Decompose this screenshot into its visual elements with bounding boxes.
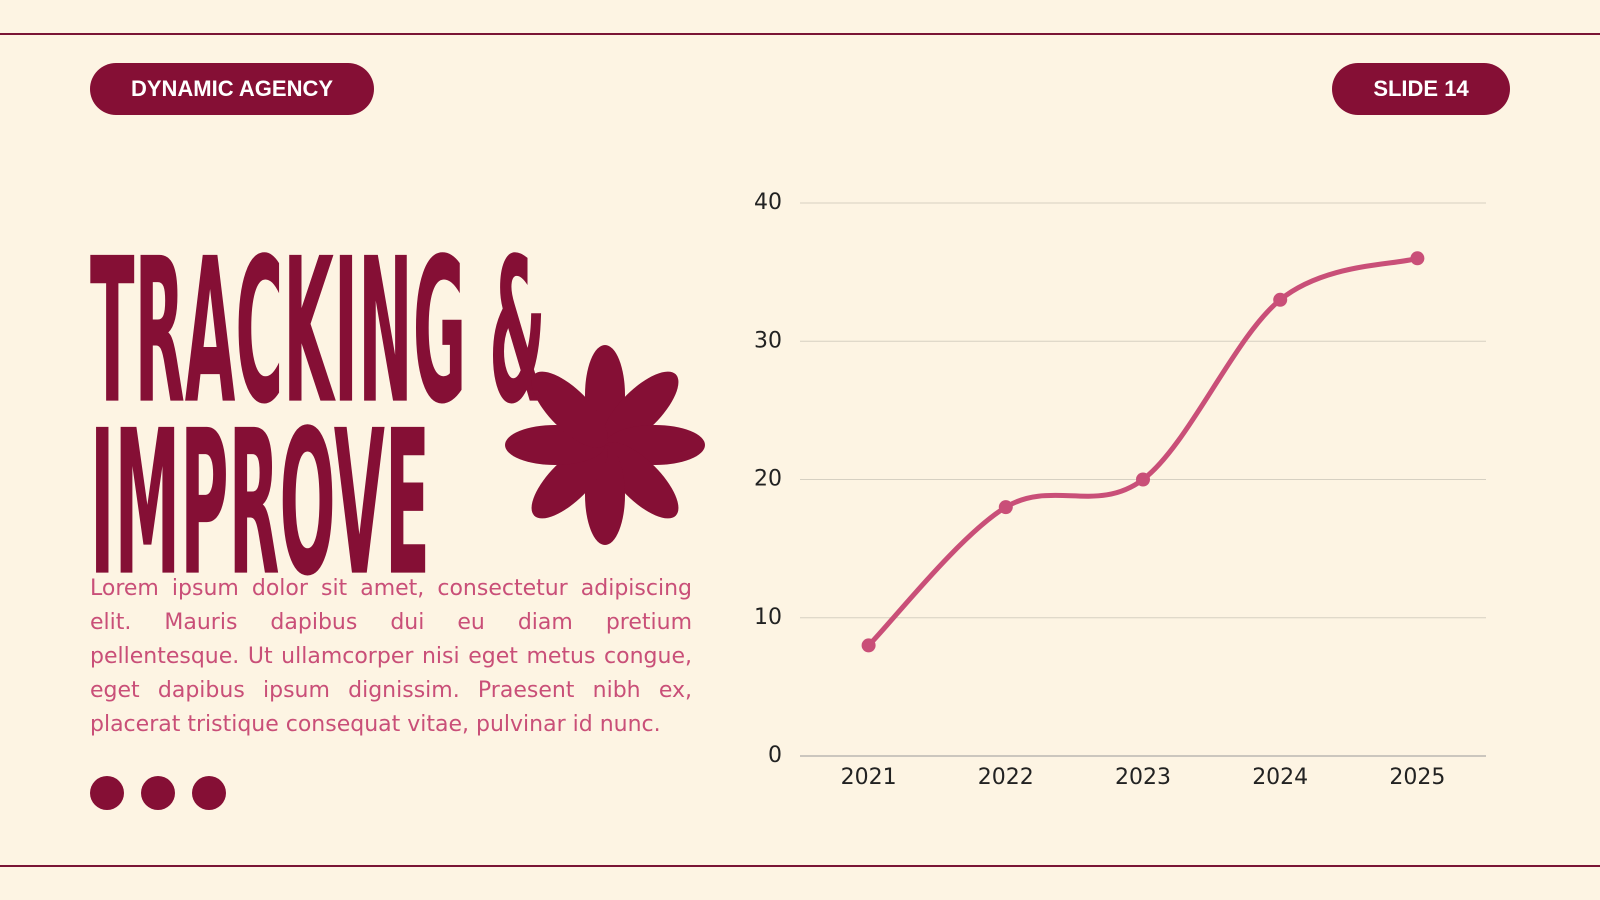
x-tick-label: 2024 [1252,765,1308,790]
y-tick-label: 0 [768,743,782,768]
point [1136,472,1150,487]
point [861,638,876,653]
y-tick-label: 30 [754,328,782,353]
x-tick-label: 2022 [978,765,1034,790]
brand: DYNAMIC AGENCY [131,76,333,101]
brand-pill [90,63,374,115]
dot [192,776,226,810]
dot [90,776,124,810]
point [1273,292,1288,307]
body-text: Lorem ipsum dolor sit amet, consectetur … [90,576,692,737]
x-tick-label: 2025 [1389,765,1445,790]
y-tick-label: 10 [754,605,782,630]
y-tick-label: 20 [754,467,782,492]
point [998,500,1013,515]
title-line: TRACKING & [90,216,546,449]
y-tick-label: 40 [754,190,782,215]
flower [505,345,705,545]
line [866,255,1420,648]
title-line: IMPROVE [90,388,430,621]
x-tick-label: 2021 [841,765,897,790]
dot [141,776,175,810]
slide-number: SLIDE 14 [1373,76,1469,101]
slide-pill [1332,63,1510,115]
point [1410,251,1425,266]
x-tick-label: 2023 [1115,765,1171,790]
